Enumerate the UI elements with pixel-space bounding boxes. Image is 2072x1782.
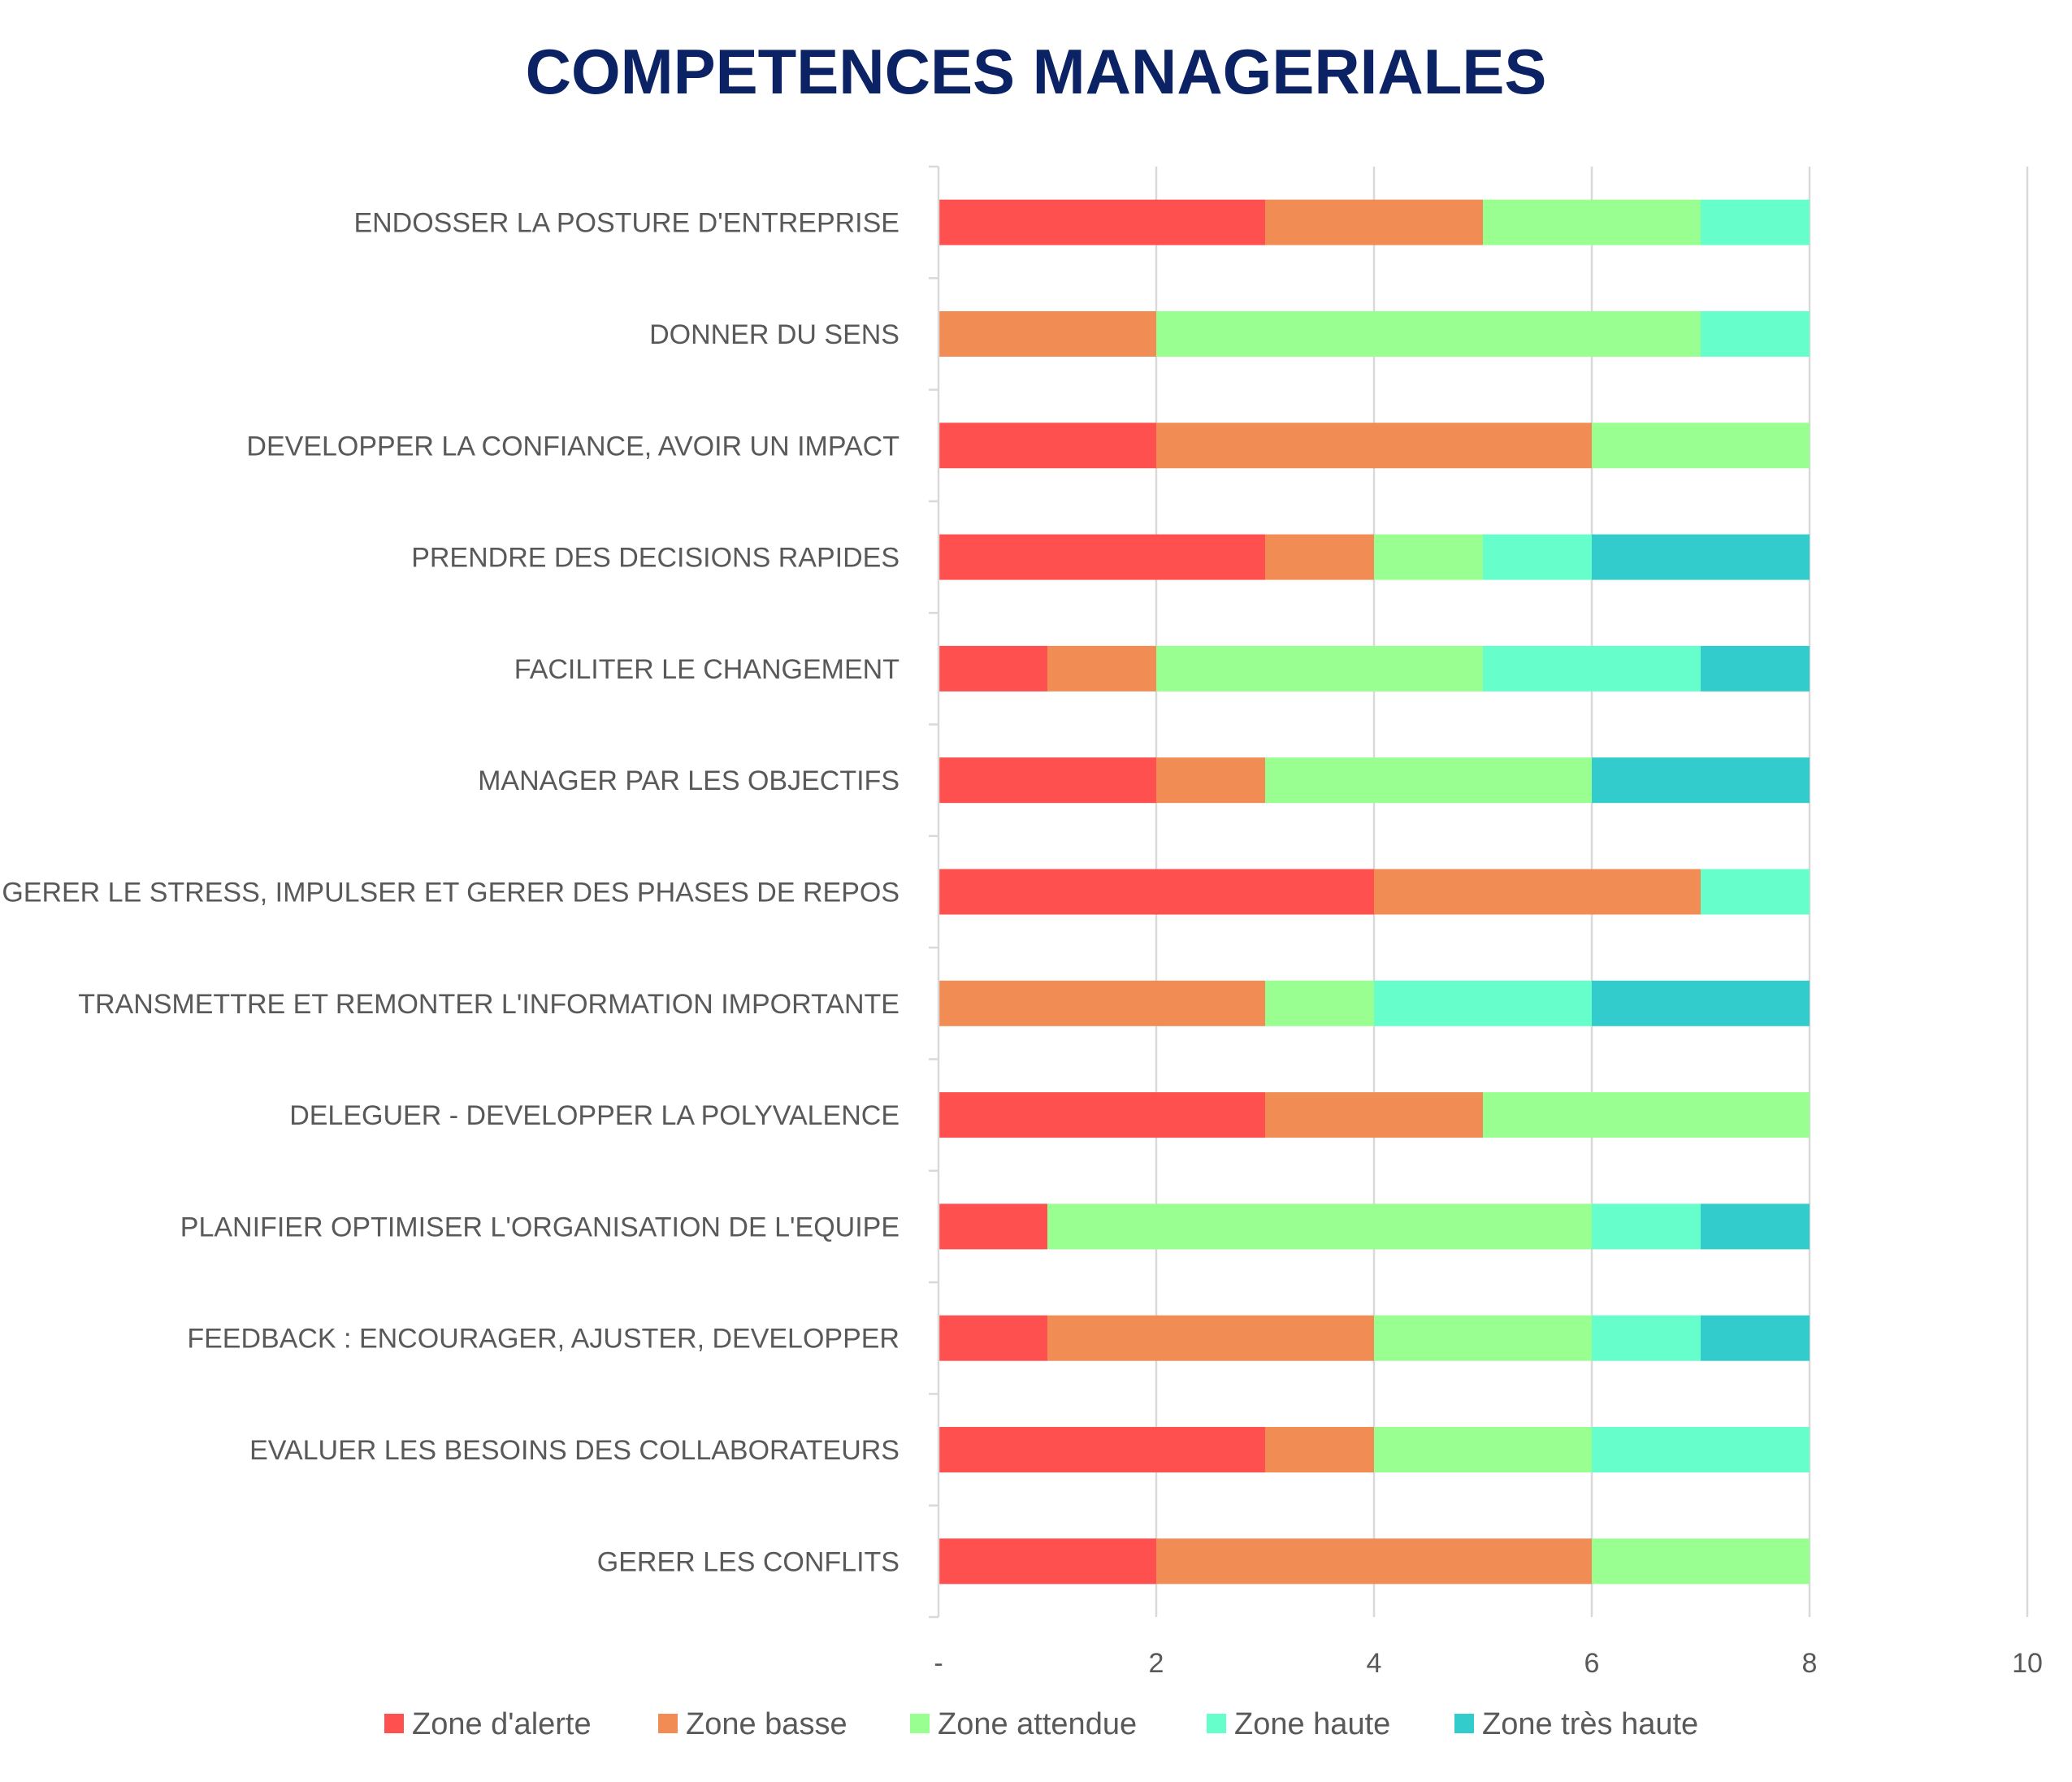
legend-item: Zone d'alerte [384,1707,592,1741]
bar-segment [1483,534,1592,580]
bar-segment [938,1427,1265,1473]
category-label: DONNER DU SENS [649,319,899,350]
bar-segment [938,645,1047,692]
bar-segment [1701,1315,1810,1361]
x-tick-label: 4 [1367,1648,1382,1679]
axes [929,165,940,1619]
bar-segment [1701,869,1810,915]
x-tick-label: 10 [2012,1648,2043,1679]
bar-segment [938,534,1265,580]
legend-swatch [1207,1714,1226,1733]
bar-segment [1592,534,1810,580]
legend-label: Zone d'alerte [412,1707,592,1741]
x-tick-label: 8 [1802,1648,1818,1679]
bar-segment [1592,423,1810,469]
bar-segment [938,1315,1047,1361]
legend-item: Zone très haute [1454,1707,1698,1741]
legend-swatch [910,1714,930,1733]
category-label: ENDOSSER LA POSTURE D'ENTREPRISE [353,208,899,239]
x-tick-label: 2 [1149,1648,1164,1679]
bar-segment [1374,1427,1592,1473]
bar-segment [1156,310,1701,357]
bar-segment [1592,757,1810,804]
bar-segment [938,757,1156,804]
bar-segment [1265,1092,1483,1138]
bar-segment [1701,310,1810,357]
bar-segment [1483,645,1701,692]
bar-segment [1592,1427,1810,1473]
category-label: PRENDRE DES DECISIONS RAPIDES [411,543,899,574]
legend-swatch [1454,1714,1474,1733]
bar-segment [1265,757,1592,804]
bar-segment [1047,1203,1592,1250]
x-tick-label: 6 [1584,1648,1600,1679]
category-label: DEVELOPPER LA CONFIANCE, AVOIR UN IMPACT [246,431,899,462]
bar-segment [938,1203,1047,1250]
bar-segment [1265,980,1374,1026]
bar-segment [1592,980,1810,1026]
bar-segment [1156,1538,1592,1585]
bar-segment [1156,757,1265,804]
legend-item: Zone haute [1207,1707,1390,1741]
bar-segment [1592,1315,1701,1361]
category-label: DELEGUER - DEVELOPPER LA POLYVALENCE [289,1100,899,1131]
bar-segment [1374,869,1701,915]
bar-segment [1047,645,1156,692]
bar-segment [1156,423,1592,469]
bar-segment [1374,980,1592,1026]
category-label: TRANSMETTRE ET REMONTER L'INFORMATION IM… [78,989,899,1020]
category-label: MANAGER PAR LES OBJECTIFS [478,765,899,796]
legend-label: Zone basse [686,1707,847,1741]
bar-segment [1156,645,1483,692]
bar-segment [1592,1538,1810,1585]
bar-segment [938,1092,1265,1138]
bar-segment [938,199,1265,245]
legend-label: Zone très haute [1482,1707,1698,1741]
bar-segment [1701,1203,1810,1250]
bars [938,199,1810,1585]
bar-segment [1265,1427,1374,1473]
legend-item: Zone attendue [910,1707,1137,1741]
category-label: FACILITER LE CHANGEMENT [514,654,899,685]
bar-segment [1701,199,1810,245]
legend: Zone d'alerte Zone basse Zone attendue Zone… [384,1707,1698,1741]
legend-swatch [384,1714,404,1733]
x-tick-label: - [934,1648,943,1679]
category-label: FEEDBACK : ENCOURAGER, AJUSTER, DEVELOPP… [187,1324,899,1355]
bar-segment [938,980,1265,1026]
bar-segment [938,423,1156,469]
category-label: GERER LE STRESS, IMPULSER ET GERER DES P… [2,878,899,908]
bar-segment [1265,534,1374,580]
legend-item: Zone basse [658,1707,847,1741]
bar-segment [1374,534,1483,580]
bar-segment [938,310,1156,357]
bar-segment [1483,199,1701,245]
bar-segment [1265,199,1483,245]
bar-segment [938,869,1374,915]
legend-label: Zone haute [1234,1707,1390,1741]
legend-label: Zone attendue [938,1707,1137,1741]
bar-segment [938,1538,1156,1585]
category-label: PLANIFIER OPTIMISER L'ORGANISATION DE L'… [180,1212,899,1242]
legend-swatch [658,1714,678,1733]
bar-segment [1701,645,1810,692]
x-tick-labels: - 2 4 6 8 10 [934,1648,2043,1679]
category-label: EVALUER LES BESOINS DES COLLABORATEURS [249,1435,899,1466]
bar-segment [1592,1203,1701,1250]
category-labels: ENDOSSER LA POSTURE D'ENTREPRISE DONNER D… [2,208,899,1578]
bar-segment [1374,1315,1592,1361]
category-label: GERER LES CONFLITS [597,1546,899,1577]
bar-segment [1483,1092,1810,1138]
bar-segment [1047,1315,1374,1361]
chart-title: COMPETENCES MANAGERIALES [526,36,1547,107]
